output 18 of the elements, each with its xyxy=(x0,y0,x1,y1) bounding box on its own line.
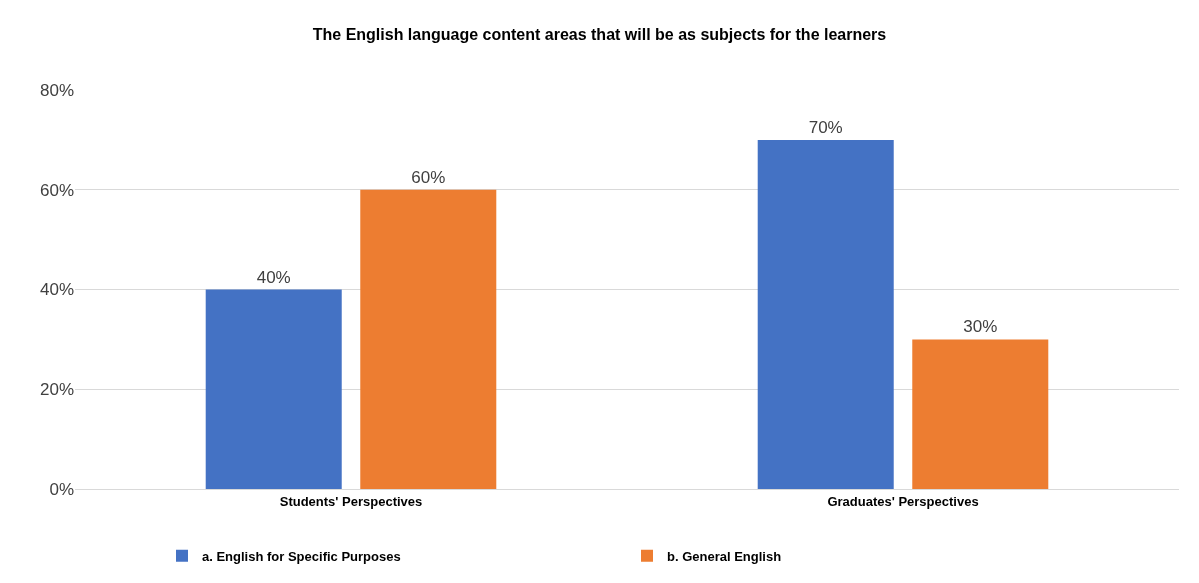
bar xyxy=(757,139,894,489)
legend-label: a. English for Specific Purposes xyxy=(202,548,401,564)
bar xyxy=(205,289,342,489)
bar xyxy=(912,339,1049,489)
y-tick-label: 80% xyxy=(39,80,74,100)
x-tick-label: Students' Perspectives xyxy=(279,493,423,509)
data-label: 30% xyxy=(963,317,998,337)
bar xyxy=(360,189,497,489)
data-label: 70% xyxy=(808,117,843,137)
y-tick-label: 20% xyxy=(39,380,74,400)
y-tick-label: 0% xyxy=(49,479,74,499)
y-tick-label: 60% xyxy=(39,180,74,200)
x-tick-label: Graduates' Perspectives xyxy=(827,493,979,509)
data-label: 60% xyxy=(411,167,446,187)
data-label: 40% xyxy=(256,267,291,287)
y-tick-label: 40% xyxy=(39,280,74,300)
chart-title: The English language content areas that will be as subjects for the learners xyxy=(312,26,887,44)
legend-label: b. General English xyxy=(667,548,782,564)
